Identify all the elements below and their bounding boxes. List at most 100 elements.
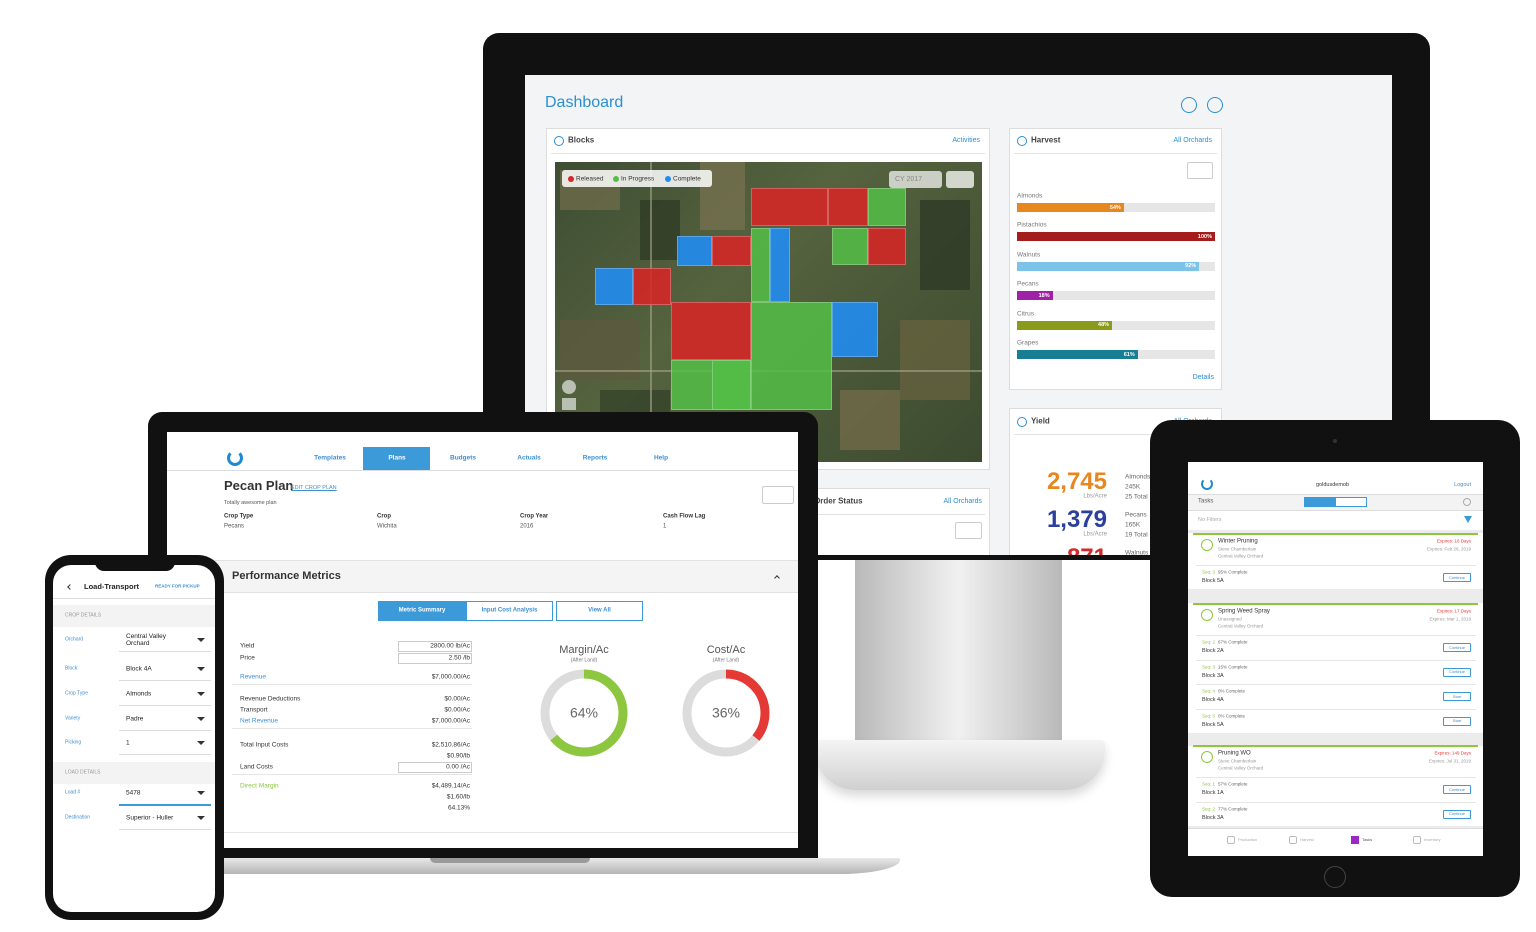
crop-label: Pistachios: [1017, 221, 1047, 229]
step-button[interactable]: [1443, 716, 1471, 726]
plan-description: Totally awesome plan: [224, 499, 277, 506]
active-tab[interactable]: [363, 447, 430, 470]
tab-button-label[interactable]: View All: [588, 607, 611, 614]
filter-button[interactable]: [955, 522, 982, 539]
task-icon: [1201, 751, 1213, 763]
nav-label[interactable]: Harvest: [1300, 836, 1314, 842]
step-button[interactable]: [1443, 643, 1471, 652]
step-button-label[interactable]: Continue: [1448, 644, 1466, 650]
nav-tab[interactable]: Help: [653, 454, 669, 462]
logout-link[interactable]: Logout: [1454, 481, 1471, 488]
dropdown-arrow: [197, 791, 205, 795]
field-value: 2016: [520, 523, 534, 530]
zoom-out-icon: [1181, 97, 1197, 113]
chevron-icon: [67, 584, 73, 590]
tab-button[interactable]: [378, 601, 466, 621]
nav-icon[interactable]: [1413, 836, 1421, 844]
panel-link[interactable]: All Orchards: [943, 498, 982, 506]
task-title: Pruning WO: [1218, 750, 1251, 757]
phone-notch: [95, 561, 175, 571]
harvest-bar: [1017, 203, 1124, 212]
input-box[interactable]: [398, 641, 472, 652]
step-progress: 0% Complete: [1218, 688, 1246, 694]
step-seq: Seq: 2: [1202, 639, 1216, 645]
field-label: Variety: [65, 715, 81, 722]
field-underline: [119, 705, 211, 706]
step-progress: 15% Complete: [1218, 664, 1248, 670]
card-spacer: [1188, 589, 1483, 602]
nav-tab[interactable]: Reports: [582, 454, 608, 462]
field-value: Block 4A: [126, 665, 152, 673]
input-box[interactable]: [398, 762, 472, 773]
app-logo: [1201, 478, 1213, 490]
nav-icon[interactable]: [1227, 836, 1235, 844]
step-button-label[interactable]: Start: [1452, 693, 1462, 699]
panel-title: Blocks: [568, 135, 595, 145]
harvest-panel: [1009, 128, 1222, 390]
nav-tab[interactable]: Templates: [314, 454, 346, 462]
tab-button-label[interactable]: Metric Summary: [398, 607, 446, 614]
step-button[interactable]: [1443, 667, 1471, 677]
task-assignee: Unassigned: [1218, 616, 1242, 622]
nav-label[interactable]: Tasks: [1362, 836, 1373, 842]
edit-link[interactable]: EDIT CROP PLAN: [291, 484, 337, 491]
donut-arc: [540, 669, 628, 757]
nav-tab[interactable]: Budgets: [450, 454, 476, 462]
nav-icon[interactable]: [1289, 836, 1297, 844]
section-label: CROP DETAILS: [65, 612, 102, 619]
metric-value: $0.00/Ac: [444, 695, 470, 703]
step-button[interactable]: [1443, 785, 1471, 794]
metric-value: 2800.00 lb/Ac: [430, 642, 470, 650]
home-button: [1324, 866, 1346, 888]
view-toggle-active[interactable]: [1304, 497, 1336, 507]
panel-link[interactable]: All Orchards: [1173, 137, 1212, 145]
panel-link[interactable]: Activities: [952, 137, 980, 145]
field-value: Almonds: [126, 690, 152, 698]
nav-divider: [167, 470, 798, 471]
step-button[interactable]: [1443, 809, 1471, 819]
block-area: [832, 302, 878, 357]
bar-value-label: 100%: [1197, 233, 1212, 240]
row-divider: [1196, 801, 1476, 803]
export-button[interactable]: [762, 486, 794, 504]
legend-label: Released: [576, 175, 604, 183]
plan-title: Pecan Plan: [224, 477, 294, 493]
field-label: Crop Year: [520, 513, 549, 520]
filter-button[interactable]: [1187, 162, 1213, 179]
tab-button[interactable]: [466, 601, 553, 621]
step-button-label[interactable]: Continue: [1448, 786, 1466, 792]
divider: [1014, 434, 1217, 435]
step-progress: 95% Complete: [1218, 569, 1248, 575]
step-button-label[interactable]: Continue: [1448, 574, 1466, 580]
tab-button[interactable]: [556, 601, 643, 621]
nav-label[interactable]: Production: [1238, 836, 1258, 842]
monitor-base: [815, 740, 1105, 790]
step-button-label[interactable]: Continue: [1448, 668, 1466, 674]
details-link[interactable]: Details: [1192, 374, 1214, 382]
field-value: Wichita: [377, 523, 397, 530]
tablet-screen: goldusdemob Logout Tasks No Filters Winter P…: [1188, 462, 1483, 856]
nav-tab[interactable]: Actuals: [517, 454, 541, 462]
row-divider: [1196, 635, 1476, 636]
step-button-label[interactable]: Continue: [1448, 810, 1466, 816]
step-block: Block 2A: [1202, 647, 1224, 654]
nav-tab[interactable]: Plans: [388, 454, 406, 462]
footer-divider: [167, 832, 798, 833]
filter-button[interactable]: [946, 171, 974, 188]
nav-icon[interactable]: [1351, 836, 1359, 844]
block-area: [712, 236, 751, 266]
step-button-label[interactable]: Start: [1452, 717, 1462, 723]
tab-button-label[interactable]: Input Cost Analysis: [481, 607, 538, 614]
legend-dot: [568, 176, 574, 182]
nav-label[interactable]: Inventory: [1424, 836, 1441, 842]
year-select[interactable]: [889, 171, 942, 188]
step-button[interactable]: [1443, 573, 1471, 582]
field-underline: [119, 754, 211, 755]
task-icon: [1201, 609, 1213, 621]
app-logo: [227, 450, 243, 466]
task-expiry-date: Expires: Jul 31, 2019: [1428, 758, 1471, 764]
input-box[interactable]: [398, 653, 472, 664]
metric-value: 0.00 /Ac: [446, 763, 470, 771]
step-button[interactable]: [1443, 692, 1471, 701]
divider: [1014, 153, 1217, 154]
